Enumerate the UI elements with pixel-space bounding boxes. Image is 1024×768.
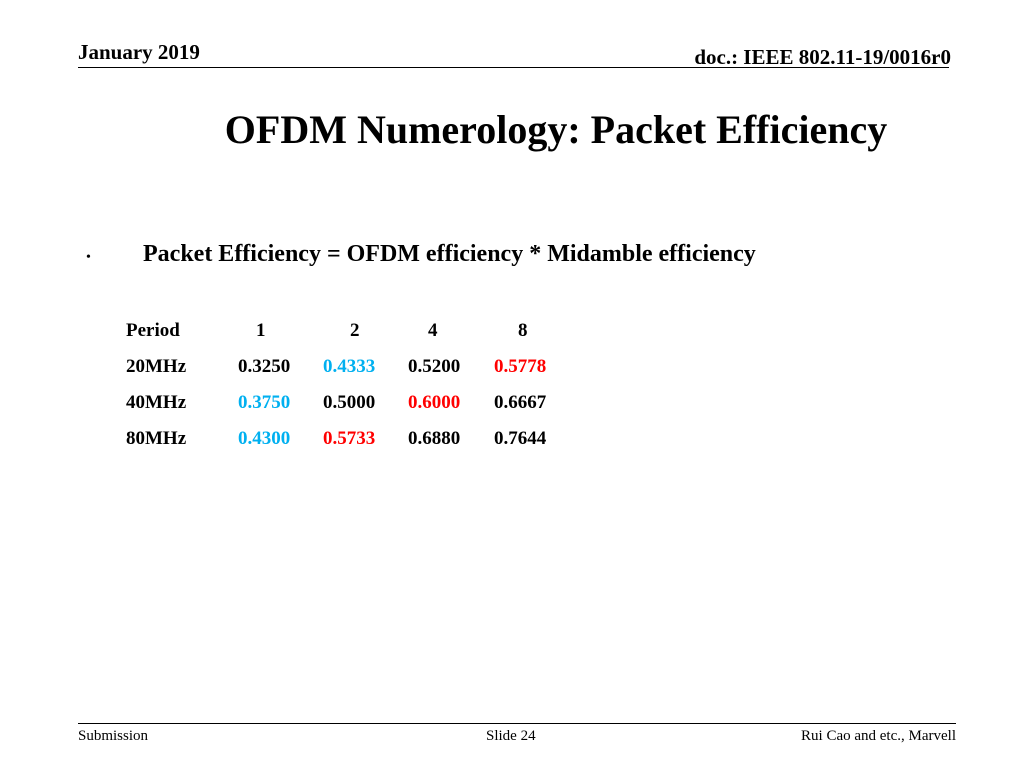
- slide-title: OFDM Numerology: Packet Efficiency: [224, 107, 888, 152]
- table-cell: 0.5200: [408, 356, 461, 377]
- table-header-period-2: 2: [350, 320, 360, 341]
- header-divider: [78, 67, 949, 68]
- bullet-text: Packet Efficiency = OFDM efficiency * Mi…: [143, 241, 756, 267]
- footer-divider: [78, 723, 956, 724]
- table-header-period-8: 8: [518, 320, 528, 341]
- table-header-period-4: 4: [428, 320, 438, 341]
- table-cell: 0.6667: [494, 392, 547, 413]
- table-cell: 0.3250: [238, 356, 291, 377]
- row-label-40mhz: 40MHz: [126, 392, 187, 413]
- table-cell: 0.6000: [408, 392, 461, 413]
- row-label-80mhz: 80MHz: [126, 428, 187, 449]
- table-cell: 0.5000: [323, 392, 376, 413]
- table-cell: 0.6880: [408, 428, 461, 449]
- bullet-marker: •: [86, 250, 91, 265]
- table-cell: 0.3750: [238, 392, 291, 413]
- table-cell: 0.4300: [238, 428, 291, 449]
- table-cell: 0.5733: [323, 428, 376, 449]
- table-cell: 0.5778: [494, 356, 547, 377]
- footer-submission: Submission: [78, 728, 149, 744]
- row-label-20mhz: 20MHz: [126, 356, 187, 377]
- table-cell: 0.7644: [494, 428, 547, 449]
- footer-slide-number: Slide 24: [486, 728, 536, 744]
- footer-author: Rui Cao and etc., Marvell: [801, 728, 956, 744]
- header-doc-id: doc.: IEEE 802.11-19/0016r0: [694, 45, 951, 69]
- table-header-label: Period: [126, 320, 180, 341]
- header-date: January 2019: [78, 40, 200, 64]
- table-cell: 0.4333: [323, 356, 376, 377]
- table-header-period-1: 1: [256, 320, 266, 341]
